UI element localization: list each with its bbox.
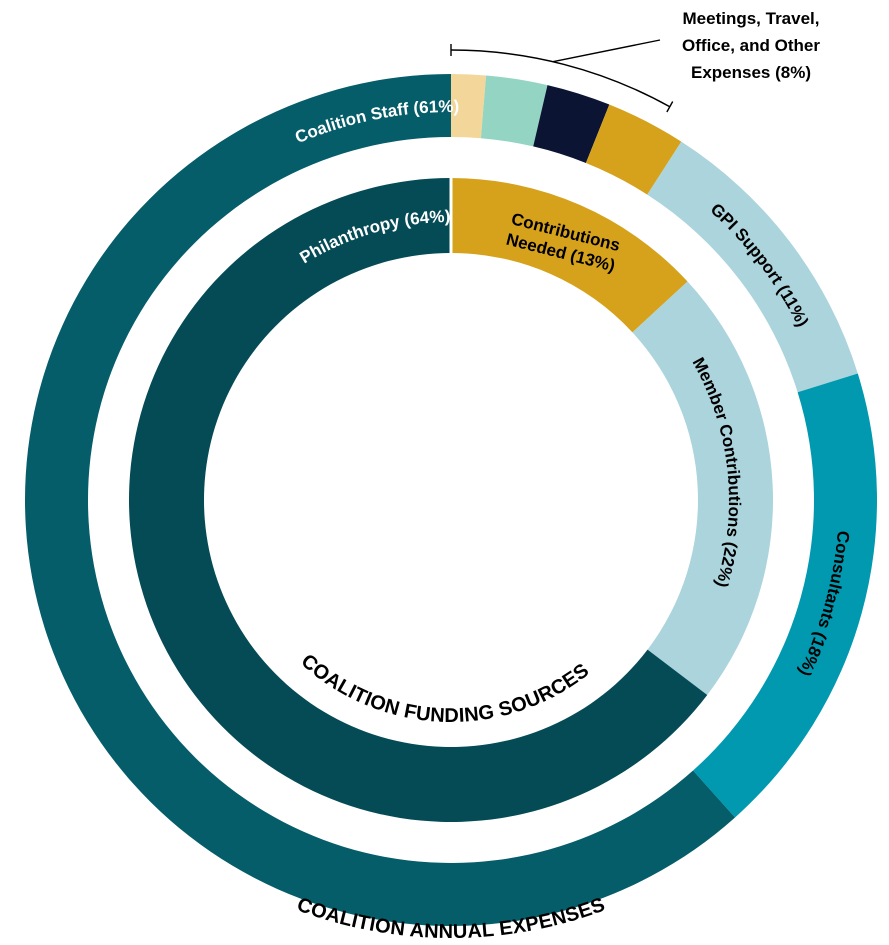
outer-slice-unlabeled-3	[533, 85, 610, 164]
other-expenses-annotation: Meetings, Travel, Office, and Other Expens…	[450, 9, 820, 113]
outer-ring-expenses	[25, 74, 877, 926]
outer-slice-unlabeled-2	[480, 75, 548, 147]
outer-slice-gpi-support	[647, 141, 858, 393]
inner-ring-funding	[128, 177, 773, 822]
annotation-bracket-tick	[666, 101, 674, 113]
annotation-leader	[552, 39, 661, 63]
annotation-bracket	[450, 49, 671, 108]
annotation-label: Meetings, Travel, Office, and Other Expens…	[682, 9, 820, 82]
outer-slice-unlabeled-1	[451, 74, 487, 139]
outer-slice-consultants	[693, 373, 877, 818]
ring-separator	[114, 163, 788, 837]
outer-slice-coalition-staff	[25, 74, 736, 926]
inner-slice-contributions-needed	[451, 178, 688, 333]
outer-slice-unlabeled-4	[585, 104, 682, 195]
inner-slice-member-contributions	[632, 281, 773, 696]
